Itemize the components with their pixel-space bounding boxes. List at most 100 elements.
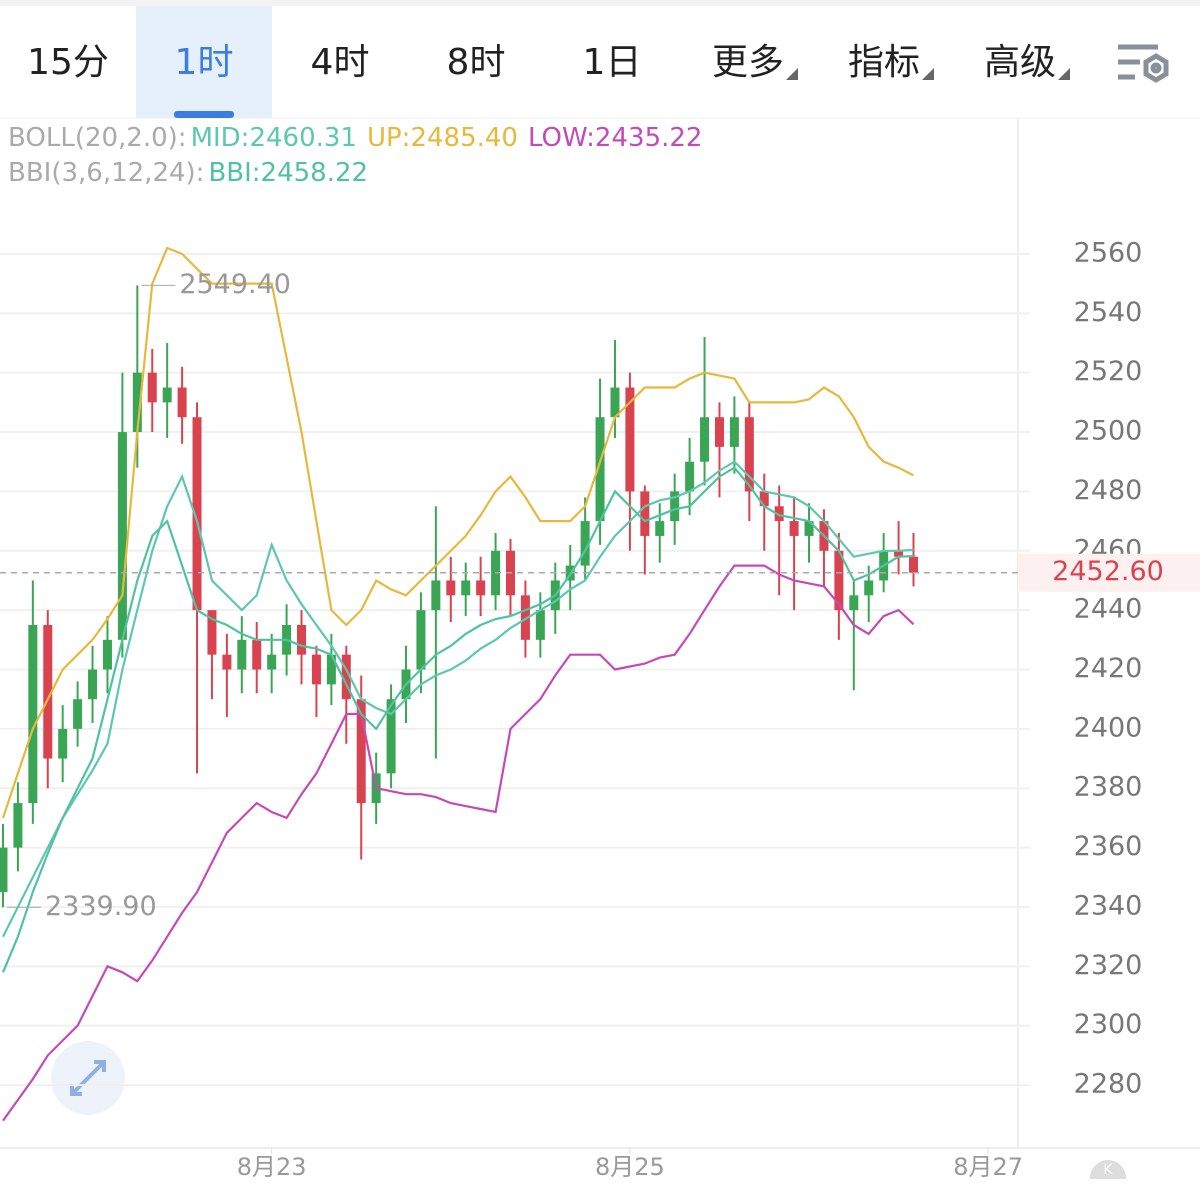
candle-body — [446, 580, 456, 596]
x-tick-label: 8月27 — [953, 1153, 1023, 1179]
candle-body — [655, 521, 665, 536]
legend-item: UP:2485.40 — [367, 123, 518, 153]
candle-body — [13, 803, 23, 848]
candle-body — [132, 372, 142, 433]
candle-body — [714, 417, 724, 447]
y-tick-label: 2560 — [1074, 237, 1143, 268]
candle-body — [640, 491, 650, 536]
candle-body — [28, 624, 38, 804]
x-tick-label: 8月23 — [237, 1153, 307, 1179]
tab[interactable]: 高级 — [984, 42, 1056, 83]
candle-body — [909, 556, 919, 573]
candle-body — [431, 580, 441, 611]
dropdown-triangle — [786, 68, 798, 80]
candle-body — [88, 669, 98, 700]
candle-body — [117, 432, 127, 640]
tab[interactable]: 4时 — [311, 42, 370, 83]
legend-item: BBI:2458.22 — [208, 158, 368, 188]
legend-item: MID:2460.31 — [191, 123, 357, 153]
candle-body — [341, 654, 351, 700]
candle-body — [252, 639, 262, 670]
candle-body — [162, 387, 172, 403]
last-price-label: 2452.60 — [1052, 556, 1164, 587]
y-tick-label: 2520 — [1074, 356, 1143, 387]
y-tick-label: 2320 — [1074, 950, 1143, 981]
candle-body — [520, 595, 530, 640]
legend-item: LOW:2435.22 — [528, 123, 702, 153]
y-tick-label: 2280 — [1074, 1069, 1143, 1100]
candle-body — [625, 387, 635, 492]
indicator-line — [2, 564, 915, 1122]
y-tick-label: 2400 — [1074, 712, 1143, 743]
indicator-line — [1, 466, 914, 973]
settings-icon[interactable] — [1118, 44, 1169, 83]
candle-body — [58, 728, 68, 759]
candle-body — [476, 580, 486, 596]
svg-text:K: K — [1103, 1162, 1113, 1178]
candle-body — [894, 550, 904, 557]
candle-body — [192, 417, 202, 611]
extreme-label: 2339.90 — [45, 891, 157, 922]
candle-body — [222, 654, 232, 670]
candle-body — [207, 610, 217, 655]
candle-body — [177, 387, 187, 418]
indicator-legend: BOLL(20,2.0): MID:2460.31 UP:2485.40 LOW:24… — [8, 123, 702, 153]
indicator-line — [2, 460, 914, 938]
candle-body — [535, 610, 545, 640]
legend-item: BOLL(20,2.0): — [8, 123, 187, 153]
active-tab-indicator — [174, 111, 234, 118]
status-strip — [0, 0, 1200, 6]
last-price-box — [1018, 553, 1200, 592]
candle-body — [759, 491, 769, 507]
expand-button[interactable] — [51, 1041, 125, 1115]
candle-body — [864, 580, 874, 596]
candle-body — [849, 595, 859, 611]
active-tab-bg — [136, 6, 272, 118]
tab[interactable]: 1日 — [583, 42, 642, 83]
candle-body — [774, 506, 784, 522]
candle-body — [610, 387, 620, 418]
y-tick-label: 2360 — [1074, 831, 1143, 862]
y-tick-label: 2300 — [1074, 1009, 1143, 1040]
y-tick-label: 2500 — [1074, 416, 1143, 447]
extreme-label: 2549.40 — [179, 269, 291, 300]
candle-body — [804, 521, 814, 536]
candle-body — [0, 847, 8, 893]
grid — [0, 252, 1030, 1087]
x-tick-label: 8月25 — [595, 1153, 665, 1179]
candle-body — [700, 417, 710, 462]
tab[interactable]: 8时 — [447, 42, 506, 83]
candle-body — [670, 491, 680, 522]
y-tick-label: 2440 — [1074, 594, 1143, 625]
candle-body — [744, 417, 754, 492]
candle-body — [595, 417, 605, 522]
y-tick-label: 2340 — [1074, 890, 1143, 921]
candle-body — [685, 461, 695, 492]
tab[interactable]: 更多 — [712, 42, 784, 83]
y-tick-label: 2420 — [1074, 653, 1143, 684]
tab[interactable]: 1时 — [175, 42, 234, 83]
dropdown-triangle — [922, 68, 934, 80]
k-button[interactable]: K — [1090, 1160, 1126, 1183]
dropdown-triangle — [1058, 68, 1070, 80]
y-tick-label: 2480 — [1074, 475, 1143, 506]
indicator-legend: BBI(3,6,12,24): BBI:2458.22 — [8, 158, 368, 188]
candle-body — [789, 521, 799, 536]
candle-body — [834, 550, 844, 611]
tab[interactable]: 15分 — [27, 42, 109, 83]
candle-body — [102, 639, 112, 670]
candle-body — [311, 654, 321, 685]
y-tick-label: 2540 — [1074, 297, 1143, 328]
candle-body — [461, 580, 471, 596]
candle-body — [147, 372, 157, 403]
candle-body — [386, 699, 396, 774]
candle-body — [416, 610, 426, 670]
candle-body — [237, 639, 247, 670]
candle-body — [356, 699, 366, 804]
candle-body — [267, 654, 277, 670]
candle-body — [729, 417, 739, 447]
tab[interactable]: 指标 — [848, 42, 920, 83]
indicator-line — [1, 246, 915, 819]
